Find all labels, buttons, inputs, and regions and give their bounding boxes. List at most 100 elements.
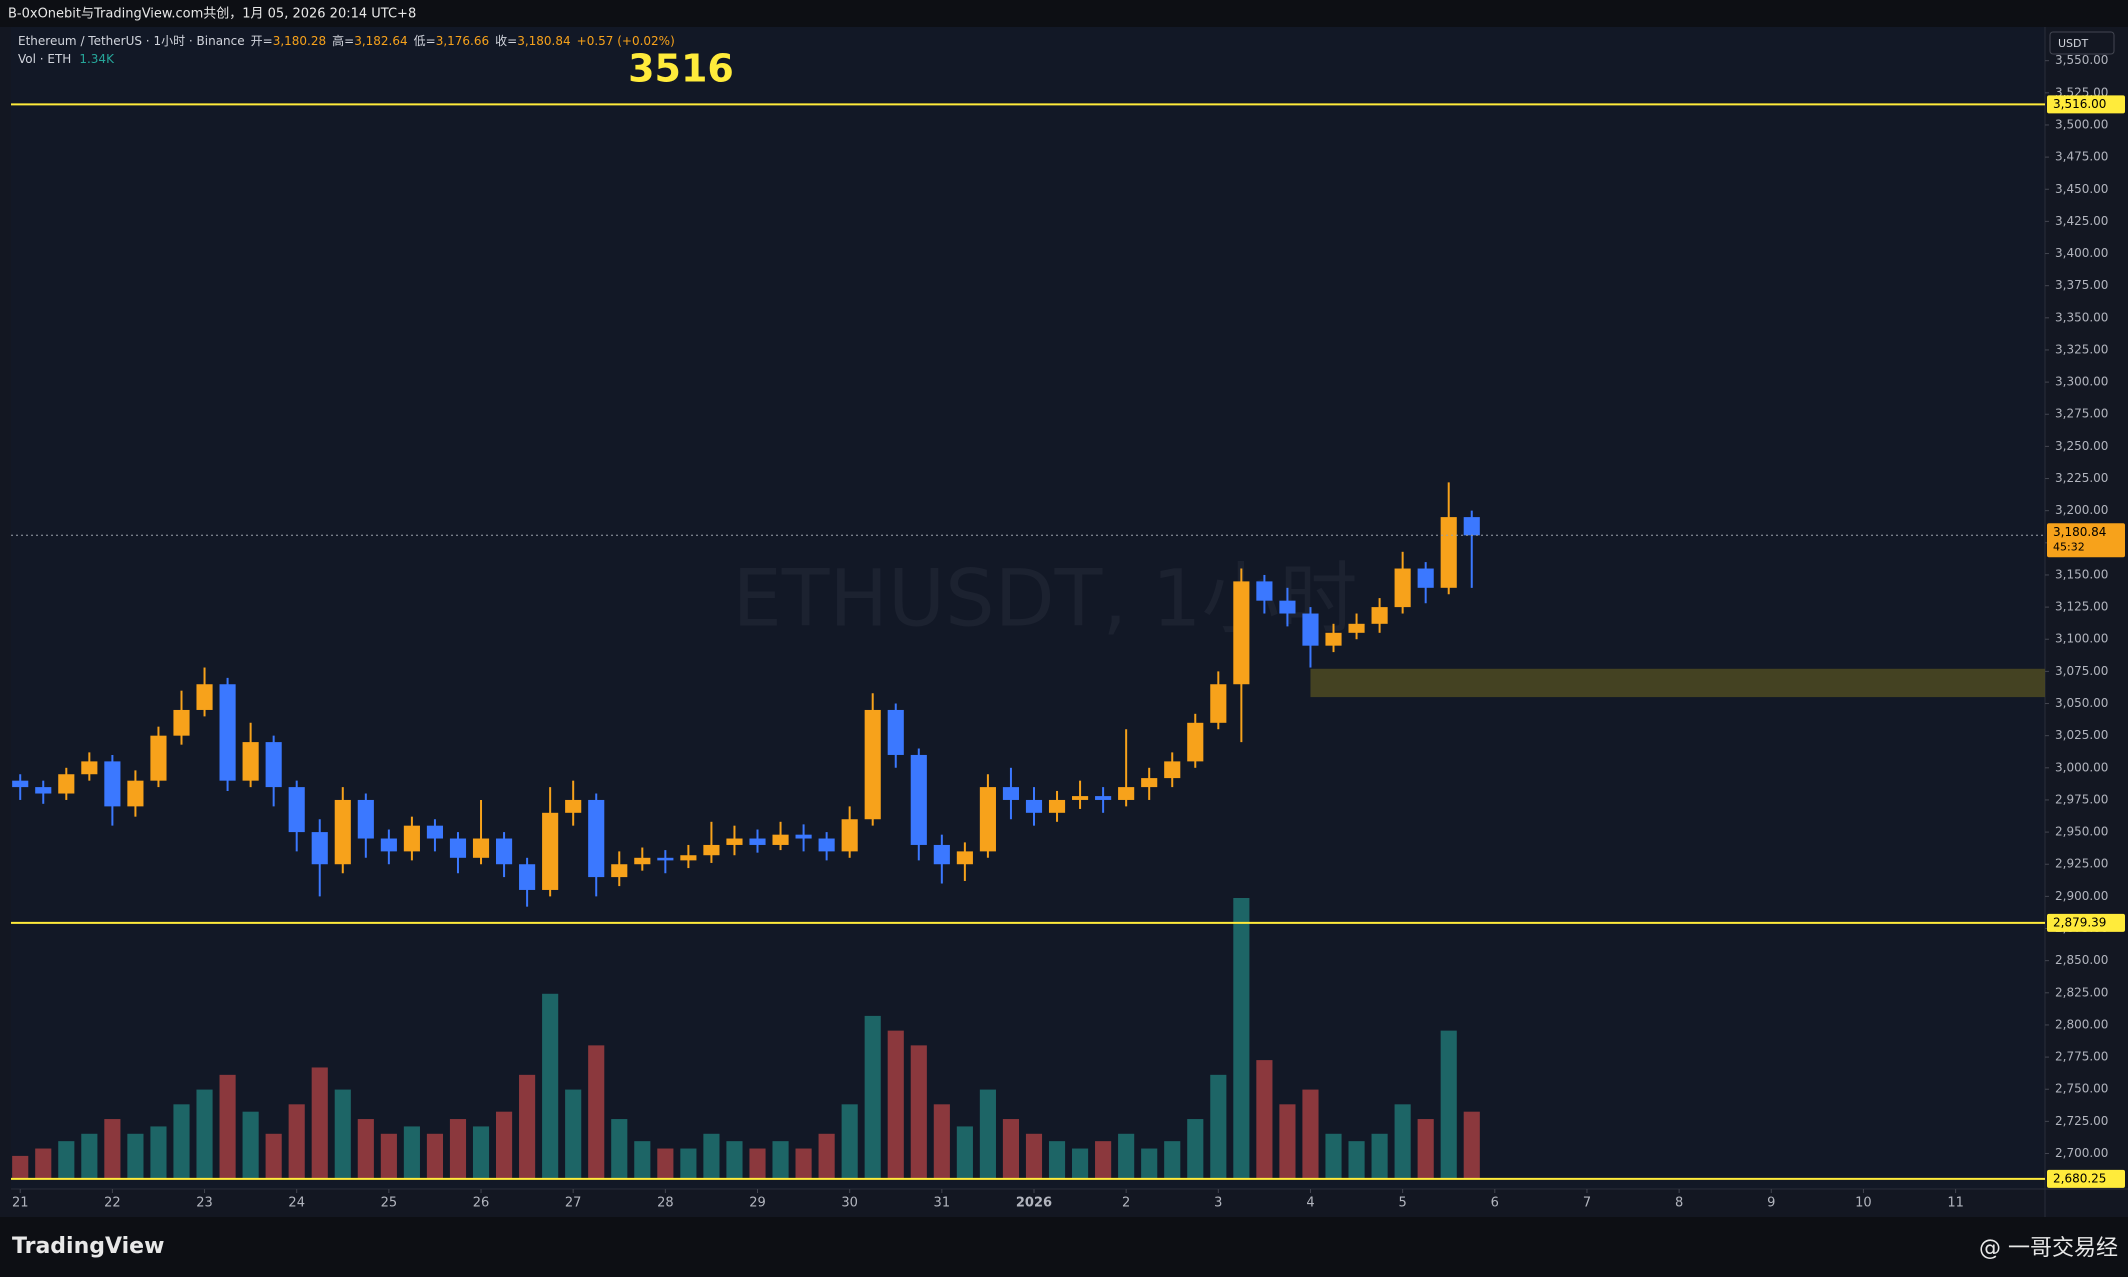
candle-body (956, 851, 973, 865)
price-label-box (2047, 913, 2125, 932)
y-tick-label: 3,450.00 (2055, 182, 2108, 196)
volume-bar (242, 1111, 259, 1178)
x-tick-label: 6 (1491, 1196, 1499, 1211)
volume-bar (887, 1030, 904, 1178)
x-tick-label: 3 (1214, 1196, 1222, 1211)
volume-bar (311, 1067, 328, 1178)
candle-body (334, 799, 351, 865)
candle-body (1302, 613, 1319, 646)
candle-body (449, 838, 467, 858)
y-tick-label: 2,800.00 (2055, 1017, 2108, 1031)
y-tick-label: 3,325.00 (2055, 342, 2108, 356)
volume-bar (1210, 1074, 1227, 1178)
change: +0.57 (+0.02%) (577, 34, 675, 48)
y-tick-label: 3,200.00 (2055, 503, 2108, 517)
x-tick-label: 29 (749, 1196, 766, 1211)
candle-body (357, 799, 374, 839)
volume-bar (1164, 1141, 1181, 1178)
y-tick-label: 3,225.00 (2055, 471, 2108, 485)
volume-bar (380, 1133, 397, 1178)
candle-body (12, 780, 29, 788)
annotation: 3516 (628, 47, 734, 91)
candle-body (933, 844, 950, 865)
volume-bar (334, 1089, 351, 1178)
x-tick-label: 2 (1122, 1196, 1130, 1211)
volume-bar (495, 1111, 513, 1178)
top-bar (0, 0, 2128, 27)
candle-body (127, 780, 144, 807)
volume-bar (611, 1119, 628, 1178)
price-label: 2,879.39 (2053, 915, 2106, 929)
candle-body (219, 684, 236, 781)
candle-body (426, 825, 444, 839)
y-tick-label: 2,700.00 (2055, 1146, 2108, 1160)
y-tick-label: 3,550.00 (2055, 53, 2108, 67)
volume-bar (357, 1119, 374, 1178)
y-tick-label: 2,850.00 (2055, 953, 2108, 967)
volume-bar (35, 1148, 52, 1178)
candle-body (196, 684, 213, 710)
volume-bar (864, 1015, 881, 1178)
volume-bar (1417, 1119, 1434, 1178)
y-tick-label: 2,975.00 (2055, 792, 2108, 806)
volume-bar (519, 1074, 536, 1178)
low: 3,176.66 (436, 34, 489, 48)
y-tick-label: 3,425.00 (2055, 214, 2108, 228)
candle-body (795, 834, 812, 839)
candle-body (818, 838, 835, 852)
volume-bar (288, 1104, 305, 1178)
high: 3,182.64 (354, 34, 407, 48)
volume-bar (449, 1119, 467, 1178)
candle-body (1095, 796, 1112, 800)
footer-credit: @ 一哥交易经 (1979, 1236, 2118, 1261)
volume-bar (1394, 1104, 1411, 1178)
volume-bar (956, 1126, 973, 1178)
candle-body (588, 799, 605, 878)
candle-body (265, 742, 282, 788)
currency-button[interactable] (2049, 31, 2115, 55)
y-tick-label: 3,300.00 (2055, 375, 2108, 389)
candle-body (887, 709, 904, 755)
footer-logo: TradingView (12, 1234, 164, 1259)
candle-body (726, 838, 743, 845)
candle-body (1256, 581, 1273, 601)
candle-body (749, 838, 766, 845)
volume-bar (12, 1155, 29, 1178)
candle-body (1463, 517, 1480, 536)
last-price-box (2047, 523, 2125, 558)
volume-bar (933, 1104, 950, 1178)
y-tick-label: 2,825.00 (2055, 985, 2108, 999)
candle-body (680, 855, 697, 861)
y-tick-label: 3,125.00 (2055, 600, 2108, 614)
candle-body (979, 787, 996, 852)
volume-bar (1118, 1133, 1135, 1178)
y-tick-label: 3,000.00 (2055, 760, 2108, 774)
candle-body (1187, 722, 1204, 762)
volume-bar (542, 993, 559, 1178)
x-tick-label: 8 (1675, 1196, 1683, 1211)
zone (1310, 668, 2045, 698)
candle-body (910, 754, 927, 845)
volume-bar (1072, 1148, 1089, 1178)
volume-bar (1463, 1111, 1480, 1178)
x-tick-label: 23 (196, 1196, 213, 1211)
candle-body (1371, 607, 1388, 624)
close: 3,180.84 (517, 34, 570, 48)
volume-bar (795, 1148, 812, 1178)
countdown: 45:32 (2053, 540, 2085, 553)
currency: USDT (2058, 37, 2089, 50)
y-tick-label: 2,750.00 (2055, 1082, 2108, 1096)
candle-body (104, 761, 121, 807)
last-price-label: 3,180.84 (2053, 525, 2106, 539)
candle-body (58, 774, 75, 794)
plot-area (11, 27, 2045, 1189)
y-tick-label: 2,900.00 (2055, 889, 2108, 903)
candle-body (288, 787, 305, 833)
volume-bar (1233, 898, 1250, 1178)
y-tick-label: 3,350.00 (2055, 310, 2108, 324)
candle-body (1118, 787, 1135, 800)
x-tick-label: 22 (104, 1196, 121, 1211)
y-tick-label: 3,025.00 (2055, 728, 2108, 742)
y-tick-label: 2,925.00 (2055, 857, 2108, 871)
